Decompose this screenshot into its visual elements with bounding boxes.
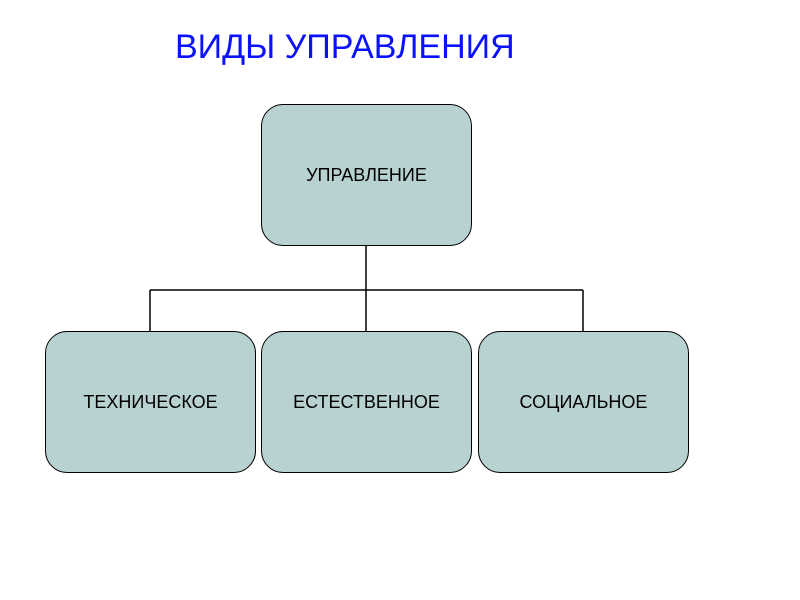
node-left-label: ТЕХНИЧЕСКОЕ: [83, 392, 217, 413]
diagram-title: ВИДЫ УПРАВЛЕНИЯ: [175, 28, 515, 67]
node-right: СОЦИАЛЬНОЕ: [478, 331, 689, 473]
diagram-stage: ВИДЫ УПРАВЛЕНИЯ УПРАВЛЕНИЕ ТЕХНИЧЕСКОЕ Е…: [0, 0, 800, 600]
node-middle-label: ЕСТЕСТВЕННОЕ: [293, 392, 440, 413]
node-left: ТЕХНИЧЕСКОЕ: [45, 331, 256, 473]
node-root: УПРАВЛЕНИЕ: [261, 104, 472, 246]
connector-lines: [0, 0, 800, 600]
node-right-label: СОЦИАЛЬНОЕ: [520, 392, 648, 413]
node-root-label: УПРАВЛЕНИЕ: [306, 165, 427, 186]
node-middle: ЕСТЕСТВЕННОЕ: [261, 331, 472, 473]
